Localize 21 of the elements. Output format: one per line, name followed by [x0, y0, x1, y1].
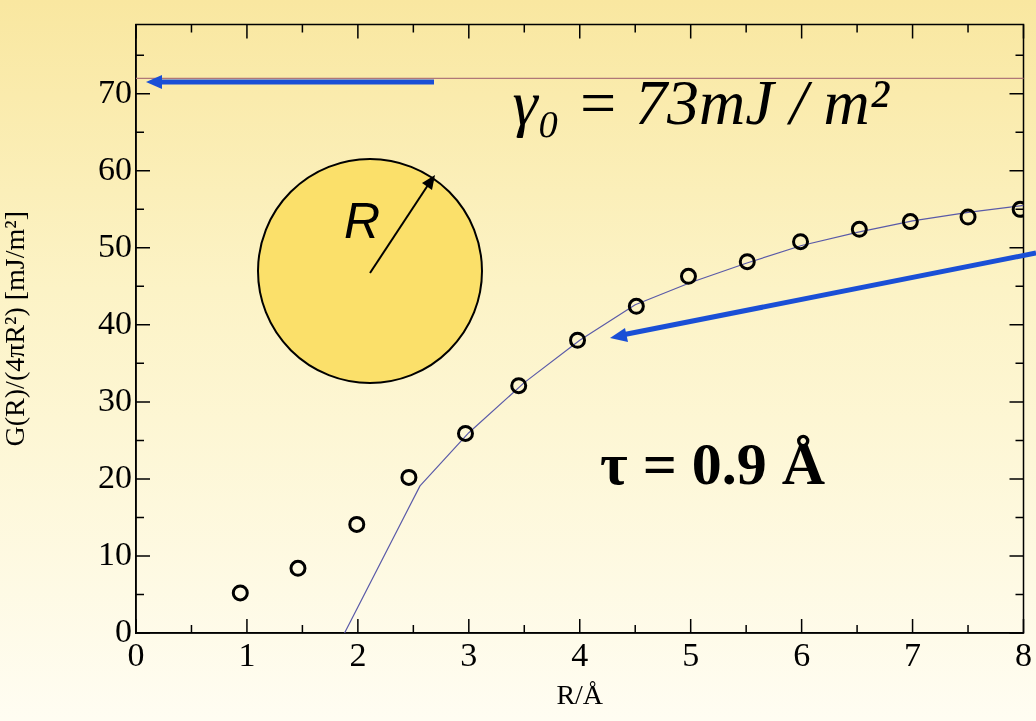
x-tick-label: 1: [238, 636, 256, 674]
y-tick-label: 60: [98, 149, 132, 187]
x-axis-title: R/Å: [556, 678, 604, 710]
y-tick-label: 50: [98, 226, 132, 264]
annotation: γ₀ = 73mJ / m²: [512, 67, 891, 139]
annotation: R: [344, 193, 381, 249]
annotation: τ = 0.9 Å: [600, 431, 826, 497]
y-tick-label: 20: [98, 457, 132, 495]
circle-icon: R: [256, 158, 486, 384]
y-tick-label: 40: [98, 303, 132, 341]
y-tick-label: 70: [98, 72, 132, 110]
y-tick-label: 30: [98, 380, 132, 418]
x-tick-label: 4: [571, 636, 589, 674]
x-tick-label: 6: [793, 636, 811, 674]
x-tick-label: 5: [682, 636, 700, 674]
x-tick-label: 3: [460, 636, 478, 674]
y-tick-label: 10: [98, 534, 132, 572]
x-tick-label: 8: [1015, 636, 1032, 674]
x-tick-label: 7: [904, 636, 922, 674]
x-tick-label: 2: [349, 636, 367, 674]
y-axis-title: G(R)/(4πR²) [mJ/m²]: [0, 210, 31, 447]
